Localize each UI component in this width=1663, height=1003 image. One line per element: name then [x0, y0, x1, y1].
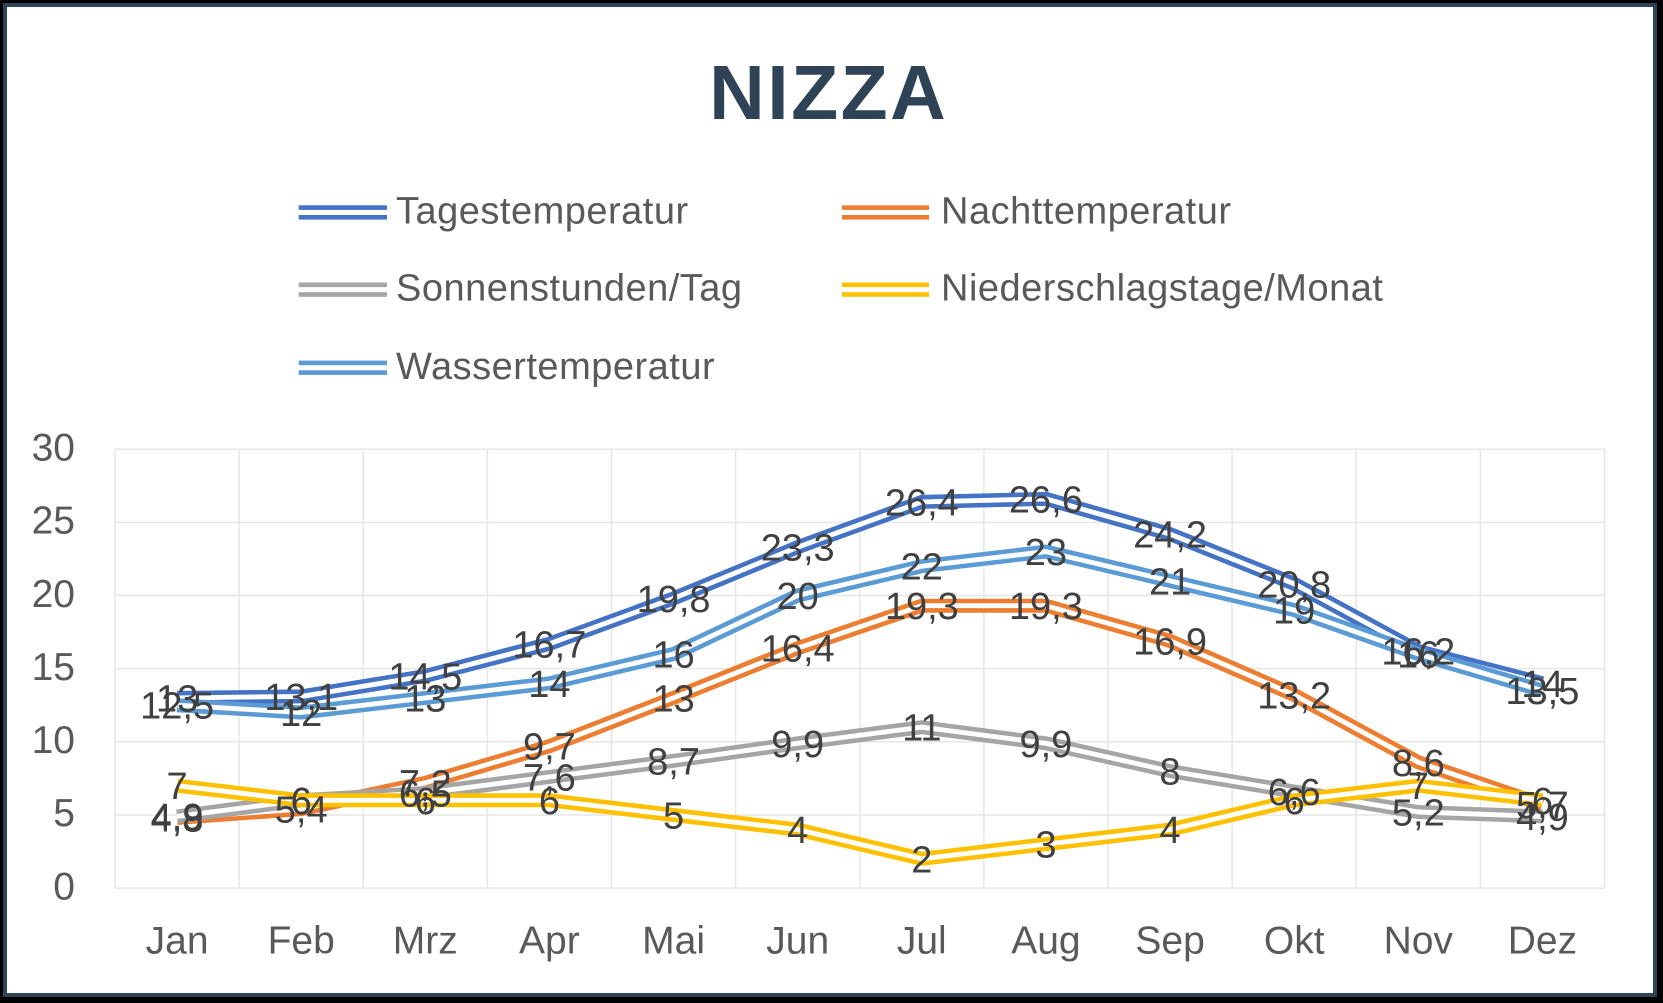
- svg-text:14: 14: [528, 664, 570, 706]
- svg-text:5,4: 5,4: [275, 790, 328, 832]
- svg-text:12,5: 12,5: [140, 686, 214, 728]
- svg-text:7: 7: [1408, 766, 1429, 808]
- svg-text:5,2: 5,2: [1392, 793, 1445, 835]
- svg-text:14,5: 14,5: [388, 657, 462, 699]
- svg-text:13,5: 13,5: [1505, 671, 1579, 713]
- svg-text:6,6: 6,6: [1268, 772, 1321, 814]
- svg-text:Jul: Jul: [897, 920, 947, 963]
- svg-text:26,4: 26,4: [885, 482, 959, 524]
- svg-text:21: 21: [1149, 561, 1191, 603]
- svg-text:Sep: Sep: [1135, 920, 1204, 963]
- svg-text:Wassertemperatur: Wassertemperatur: [396, 346, 715, 388]
- svg-text:Dez: Dez: [1508, 920, 1577, 963]
- svg-text:23: 23: [1025, 532, 1067, 574]
- svg-text:6: 6: [415, 781, 436, 823]
- svg-text:NIZZA: NIZZA: [709, 50, 948, 136]
- svg-text:Okt: Okt: [1264, 920, 1325, 963]
- svg-text:Jun: Jun: [766, 920, 829, 963]
- svg-text:9,7: 9,7: [523, 727, 576, 769]
- svg-text:19: 19: [1273, 591, 1315, 633]
- svg-text:Niederschlagstage/Monat: Niederschlagstage/Monat: [941, 268, 1383, 310]
- svg-text:8,7: 8,7: [647, 741, 700, 783]
- svg-text:8: 8: [1160, 752, 1181, 794]
- svg-text:Nachttemperatur: Nachttemperatur: [941, 191, 1232, 233]
- svg-text:9,9: 9,9: [1019, 724, 1072, 766]
- svg-text:11: 11: [902, 708, 941, 750]
- svg-text:19,3: 19,3: [885, 586, 959, 628]
- svg-text:3: 3: [1035, 825, 1056, 867]
- svg-text:8,6: 8,6: [1392, 743, 1445, 785]
- svg-text:26,6: 26,6: [1009, 479, 1083, 521]
- svg-text:6: 6: [539, 781, 560, 823]
- svg-text:6: 6: [1284, 781, 1305, 823]
- svg-text:Tagestemperatur: Tagestemperatur: [396, 191, 689, 233]
- svg-text:16,4: 16,4: [761, 629, 835, 671]
- svg-text:6: 6: [291, 781, 312, 823]
- svg-text:Mrz: Mrz: [393, 920, 458, 963]
- svg-text:2: 2: [911, 839, 932, 881]
- svg-text:Apr: Apr: [519, 920, 580, 963]
- svg-text:13: 13: [652, 678, 694, 720]
- svg-text:13,1: 13,1: [264, 677, 338, 719]
- svg-text:0: 0: [53, 865, 75, 908]
- svg-text:22: 22: [901, 547, 943, 589]
- svg-text:5: 5: [53, 792, 75, 835]
- svg-text:4,9: 4,9: [1516, 797, 1569, 839]
- svg-text:24,2: 24,2: [1133, 515, 1207, 557]
- svg-text:20: 20: [777, 576, 819, 618]
- svg-text:6: 6: [291, 781, 312, 823]
- svg-text:10: 10: [32, 719, 75, 762]
- svg-text:14: 14: [1521, 664, 1563, 706]
- svg-text:5,7: 5,7: [1516, 785, 1569, 827]
- svg-text:30: 30: [32, 427, 75, 470]
- svg-text:9,9: 9,9: [771, 724, 824, 766]
- svg-text:16,9: 16,9: [1133, 621, 1207, 663]
- svg-text:7: 7: [167, 766, 188, 808]
- svg-text:19,3: 19,3: [1009, 586, 1083, 628]
- svg-text:6: 6: [1532, 781, 1553, 823]
- svg-text:4: 4: [787, 810, 808, 852]
- svg-text:Mai: Mai: [642, 920, 705, 963]
- svg-text:25: 25: [32, 500, 75, 543]
- svg-text:16: 16: [652, 635, 694, 677]
- svg-text:20,8: 20,8: [1257, 564, 1331, 606]
- svg-text:7,6: 7,6: [523, 757, 576, 799]
- svg-text:6,5: 6,5: [399, 774, 452, 816]
- svg-text:19,8: 19,8: [637, 579, 711, 621]
- svg-text:12: 12: [280, 693, 322, 735]
- svg-text:4,9: 4,9: [151, 797, 204, 839]
- svg-text:Feb: Feb: [268, 920, 335, 963]
- svg-text:13: 13: [156, 678, 198, 720]
- svg-text:15: 15: [32, 646, 75, 689]
- svg-text:16,2: 16,2: [1381, 632, 1455, 674]
- svg-text:5: 5: [663, 796, 684, 838]
- svg-text:Nov: Nov: [1384, 920, 1454, 963]
- svg-text:4,8: 4,8: [151, 798, 204, 840]
- svg-text:23,3: 23,3: [761, 528, 835, 570]
- svg-text:16,7: 16,7: [512, 624, 586, 666]
- svg-text:Jan: Jan: [146, 920, 209, 963]
- svg-text:16: 16: [1397, 635, 1439, 677]
- svg-text:20: 20: [32, 573, 75, 616]
- svg-text:Sonnenstunden/Tag: Sonnenstunden/Tag: [396, 268, 743, 310]
- svg-text:13,2: 13,2: [1257, 676, 1331, 718]
- svg-text:Aug: Aug: [1011, 920, 1080, 963]
- svg-text:7,2: 7,2: [399, 763, 452, 805]
- svg-text:13: 13: [404, 678, 446, 720]
- svg-text:4: 4: [1160, 810, 1181, 852]
